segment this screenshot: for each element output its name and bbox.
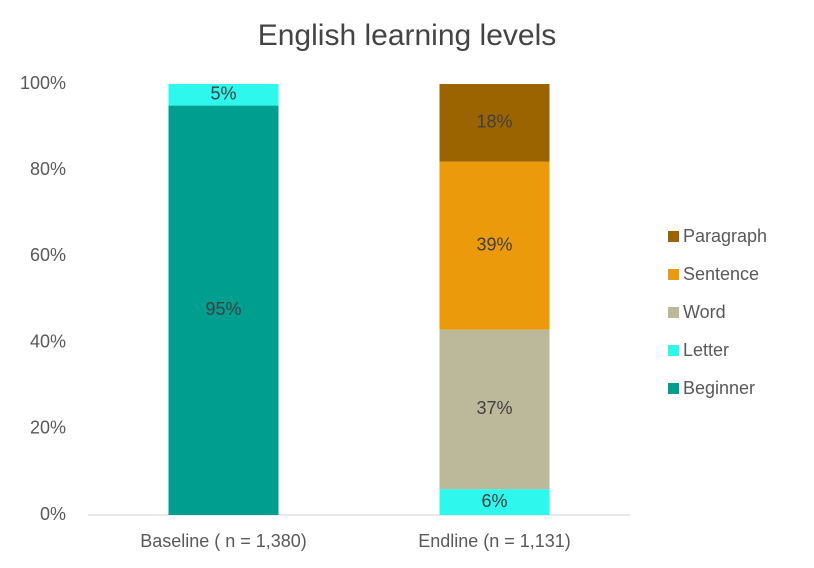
bar-segment (439, 84, 550, 162)
bar-segment (439, 489, 550, 515)
x-tick-label: Endline (n = 1,131) (418, 531, 571, 551)
legend-swatch (668, 307, 679, 318)
legend-label: Sentence (683, 264, 759, 284)
x-tick-label: Baseline ( n = 1,380) (140, 531, 307, 551)
chart-title: English learning levels (258, 19, 557, 52)
bar-segment (168, 105, 279, 516)
legend-label: Letter (683, 340, 729, 360)
legend-swatch (668, 269, 679, 280)
data-label: 6% (481, 491, 507, 511)
y-tick-label: 100% (20, 73, 66, 93)
y-tick-label: 20% (30, 418, 66, 438)
legend-label: Paragraph (683, 226, 767, 246)
bar-segment (439, 161, 550, 330)
y-tick-label: 60% (30, 245, 66, 265)
legend-swatch (668, 345, 679, 356)
data-label: 39% (476, 234, 512, 254)
data-label: 18% (476, 112, 512, 132)
data-label: 95% (205, 299, 241, 319)
y-tick-label: 0% (40, 504, 66, 524)
bar-segment (168, 84, 279, 106)
data-label: 5% (210, 84, 236, 104)
legend-swatch (668, 383, 679, 394)
y-tick-label: 80% (30, 159, 66, 179)
legend-swatch (668, 231, 679, 242)
data-label: 37% (476, 398, 512, 418)
legend-label: Word (683, 302, 726, 322)
y-tick-label: 40% (30, 331, 66, 351)
bar-segment (439, 329, 550, 490)
legend-label: Beginner (683, 378, 755, 398)
